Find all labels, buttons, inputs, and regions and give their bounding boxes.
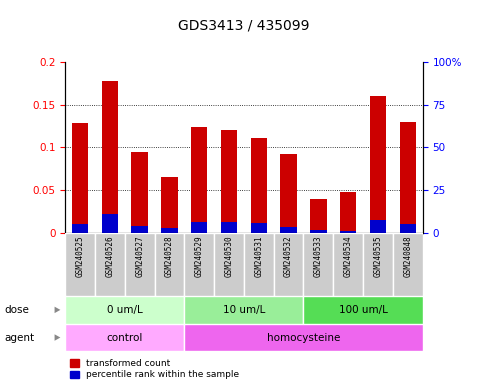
Text: 10 um/L: 10 um/L [223, 305, 265, 315]
Bar [65, 296, 185, 324]
Text: GDS3413 / 435099: GDS3413 / 435099 [178, 19, 310, 33]
Bar [363, 233, 393, 296]
Bar [191, 127, 207, 233]
Bar [102, 81, 118, 233]
Bar [310, 230, 327, 233]
Bar [370, 96, 386, 233]
Text: GSM240535: GSM240535 [373, 236, 383, 278]
Text: agent: agent [5, 333, 35, 343]
Bar [65, 324, 185, 351]
Bar [161, 228, 178, 233]
Bar [131, 226, 148, 233]
Bar [131, 152, 148, 233]
Bar [340, 231, 356, 233]
Polygon shape [55, 307, 60, 313]
Text: GSM240532: GSM240532 [284, 236, 293, 278]
Bar [310, 199, 327, 233]
Bar [191, 222, 207, 233]
Text: GSM240530: GSM240530 [225, 236, 233, 278]
Bar [251, 138, 267, 233]
Bar [125, 233, 155, 296]
Bar [185, 296, 303, 324]
Bar [303, 296, 423, 324]
Bar [274, 233, 303, 296]
Bar [399, 224, 416, 233]
Text: homocysteine: homocysteine [267, 333, 340, 343]
Text: 100 um/L: 100 um/L [339, 305, 387, 315]
Bar [185, 324, 423, 351]
Text: GSM240525: GSM240525 [76, 236, 85, 278]
Bar [214, 233, 244, 296]
Bar [340, 192, 356, 233]
Bar [244, 233, 274, 296]
Bar [155, 233, 185, 296]
Polygon shape [55, 334, 60, 341]
Bar [185, 233, 214, 296]
Bar [221, 130, 237, 233]
Bar [333, 233, 363, 296]
Bar [281, 227, 297, 233]
Legend: transformed count, percentile rank within the sample: transformed count, percentile rank withi… [70, 359, 239, 379]
Bar [251, 223, 267, 233]
Text: control: control [107, 333, 143, 343]
Bar [161, 177, 178, 233]
Bar [95, 233, 125, 296]
Bar [221, 222, 237, 233]
Text: GSM240529: GSM240529 [195, 236, 204, 278]
Bar [281, 154, 297, 233]
Bar [72, 123, 88, 233]
Text: GSM240848: GSM240848 [403, 236, 412, 278]
Bar [393, 233, 423, 296]
Text: GSM240531: GSM240531 [255, 236, 263, 278]
Bar [65, 233, 95, 296]
Bar [370, 220, 386, 233]
Bar [72, 224, 88, 233]
Text: GSM240528: GSM240528 [165, 236, 174, 278]
Text: GSM240533: GSM240533 [314, 236, 323, 278]
Bar [102, 214, 118, 233]
Bar [399, 122, 416, 233]
Text: dose: dose [5, 305, 30, 315]
Text: GSM240526: GSM240526 [105, 236, 114, 278]
Text: GSM240534: GSM240534 [344, 236, 353, 278]
Text: 0 um/L: 0 um/L [107, 305, 142, 315]
Text: GSM240527: GSM240527 [135, 236, 144, 278]
Bar [303, 233, 333, 296]
